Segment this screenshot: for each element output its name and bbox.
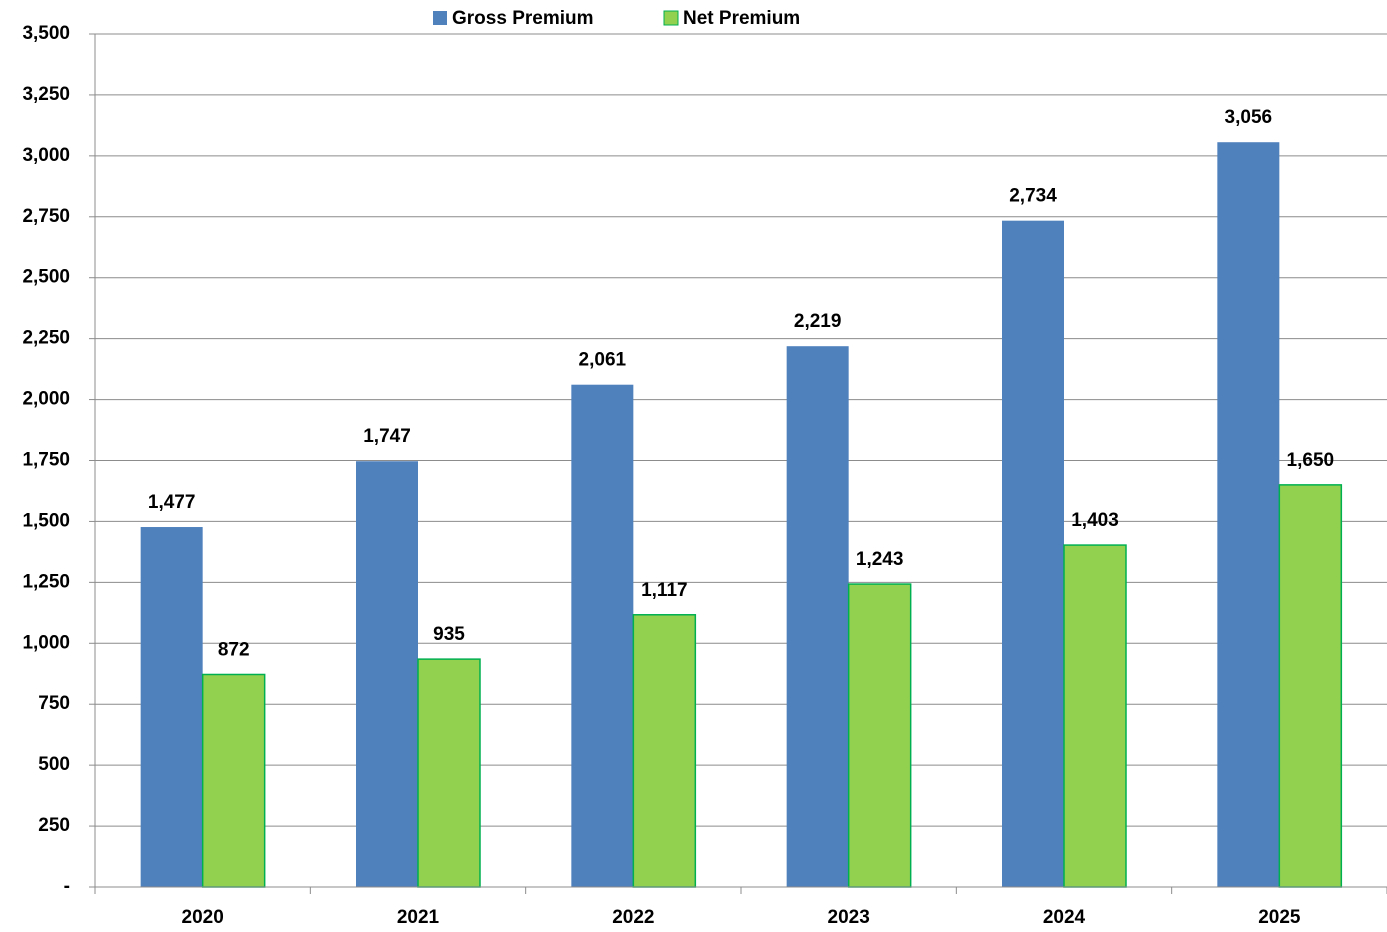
x-tick-label: 2020 <box>182 907 224 928</box>
y-tick-label: 2,750 <box>22 206 70 227</box>
y-tick-label: 3,500 <box>22 23 70 44</box>
y-tick-label: 750 <box>38 693 70 714</box>
bar <box>1278 484 1343 888</box>
y-tick-label: 1,500 <box>22 510 70 531</box>
y-tick-label: 500 <box>38 754 70 775</box>
x-tick-label: 2023 <box>828 907 870 928</box>
bar <box>571 384 634 887</box>
data-label: 2,734 <box>1009 186 1057 207</box>
legend-swatch <box>663 10 679 26</box>
bar <box>1063 544 1127 888</box>
y-tick-label: 2,250 <box>22 328 70 349</box>
legend-swatch <box>433 11 447 25</box>
x-tick-label: 2021 <box>397 907 440 928</box>
data-label: 1,117 <box>641 580 688 601</box>
data-label: 2,219 <box>794 311 842 332</box>
y-tick-label: 2,000 <box>22 389 70 410</box>
data-label: 872 <box>218 639 250 660</box>
data-label: 3,056 <box>1225 107 1273 128</box>
bar <box>356 461 418 887</box>
x-tick-label: 2024 <box>1043 907 1086 928</box>
y-tick-label: 3,250 <box>22 84 70 105</box>
data-label: 2,061 <box>579 350 627 371</box>
bar <box>417 658 481 888</box>
bar <box>1217 142 1280 888</box>
data-label: 1,747 <box>363 426 411 447</box>
bar <box>1002 220 1064 887</box>
y-tick-label: 250 <box>38 815 70 836</box>
y-tick-label: 1,000 <box>22 632 70 653</box>
data-label: 1,650 <box>1287 450 1335 471</box>
data-label: 1,403 <box>1071 510 1119 531</box>
x-tick-label: 2025 <box>1258 907 1301 928</box>
bar <box>632 614 697 888</box>
y-tick-label: - <box>64 876 70 897</box>
data-label: 1,243 <box>856 549 904 570</box>
bar <box>847 583 912 888</box>
bar <box>140 527 203 887</box>
legend-label: Gross Premium <box>452 8 594 29</box>
bar <box>201 673 266 888</box>
data-label: 935 <box>433 624 465 645</box>
y-tick-label: 1,750 <box>22 450 70 471</box>
legend-label: Net Premium <box>683 8 800 29</box>
y-tick-label: 3,000 <box>22 145 70 166</box>
y-tick-label: 1,250 <box>22 571 70 592</box>
y-tick-label: 2,500 <box>22 267 70 288</box>
data-label: 1,477 <box>148 492 196 513</box>
x-tick-label: 2022 <box>612 907 654 928</box>
bar <box>786 346 849 887</box>
